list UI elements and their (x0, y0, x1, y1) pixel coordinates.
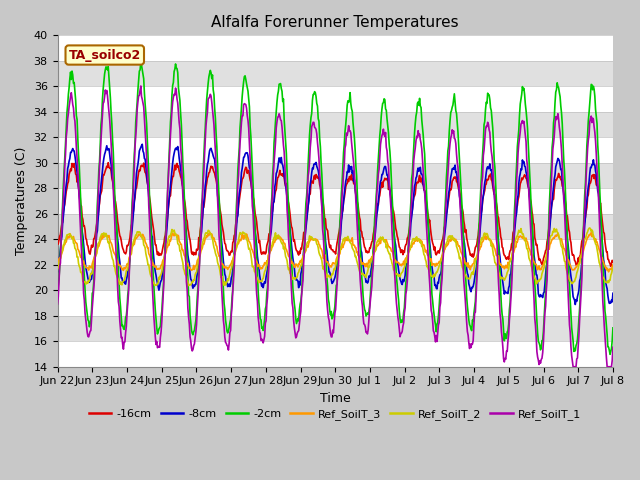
Bar (58, 316, 613, 341)
Bar (58, 163, 613, 188)
Bar (58, 239, 613, 265)
Bar (58, 341, 613, 367)
Bar (58, 61, 613, 86)
Text: TA_soilco2: TA_soilco2 (68, 48, 141, 61)
Legend: -16cm, -8cm, -2cm, Ref_SoilT_3, Ref_SoilT_2, Ref_SoilT_1: -16cm, -8cm, -2cm, Ref_SoilT_3, Ref_Soil… (84, 404, 586, 424)
Bar (58, 214, 613, 239)
Bar (58, 188, 613, 214)
Bar (58, 112, 613, 137)
Bar (58, 265, 613, 290)
Bar (58, 137, 613, 163)
Bar (58, 86, 613, 112)
Y-axis label: Temperatures (C): Temperatures (C) (15, 147, 28, 255)
X-axis label: Time: Time (320, 392, 351, 405)
Bar (58, 36, 613, 61)
Bar (58, 290, 613, 316)
Title: Alfalfa Forerunner Temperatures: Alfalfa Forerunner Temperatures (211, 15, 459, 30)
